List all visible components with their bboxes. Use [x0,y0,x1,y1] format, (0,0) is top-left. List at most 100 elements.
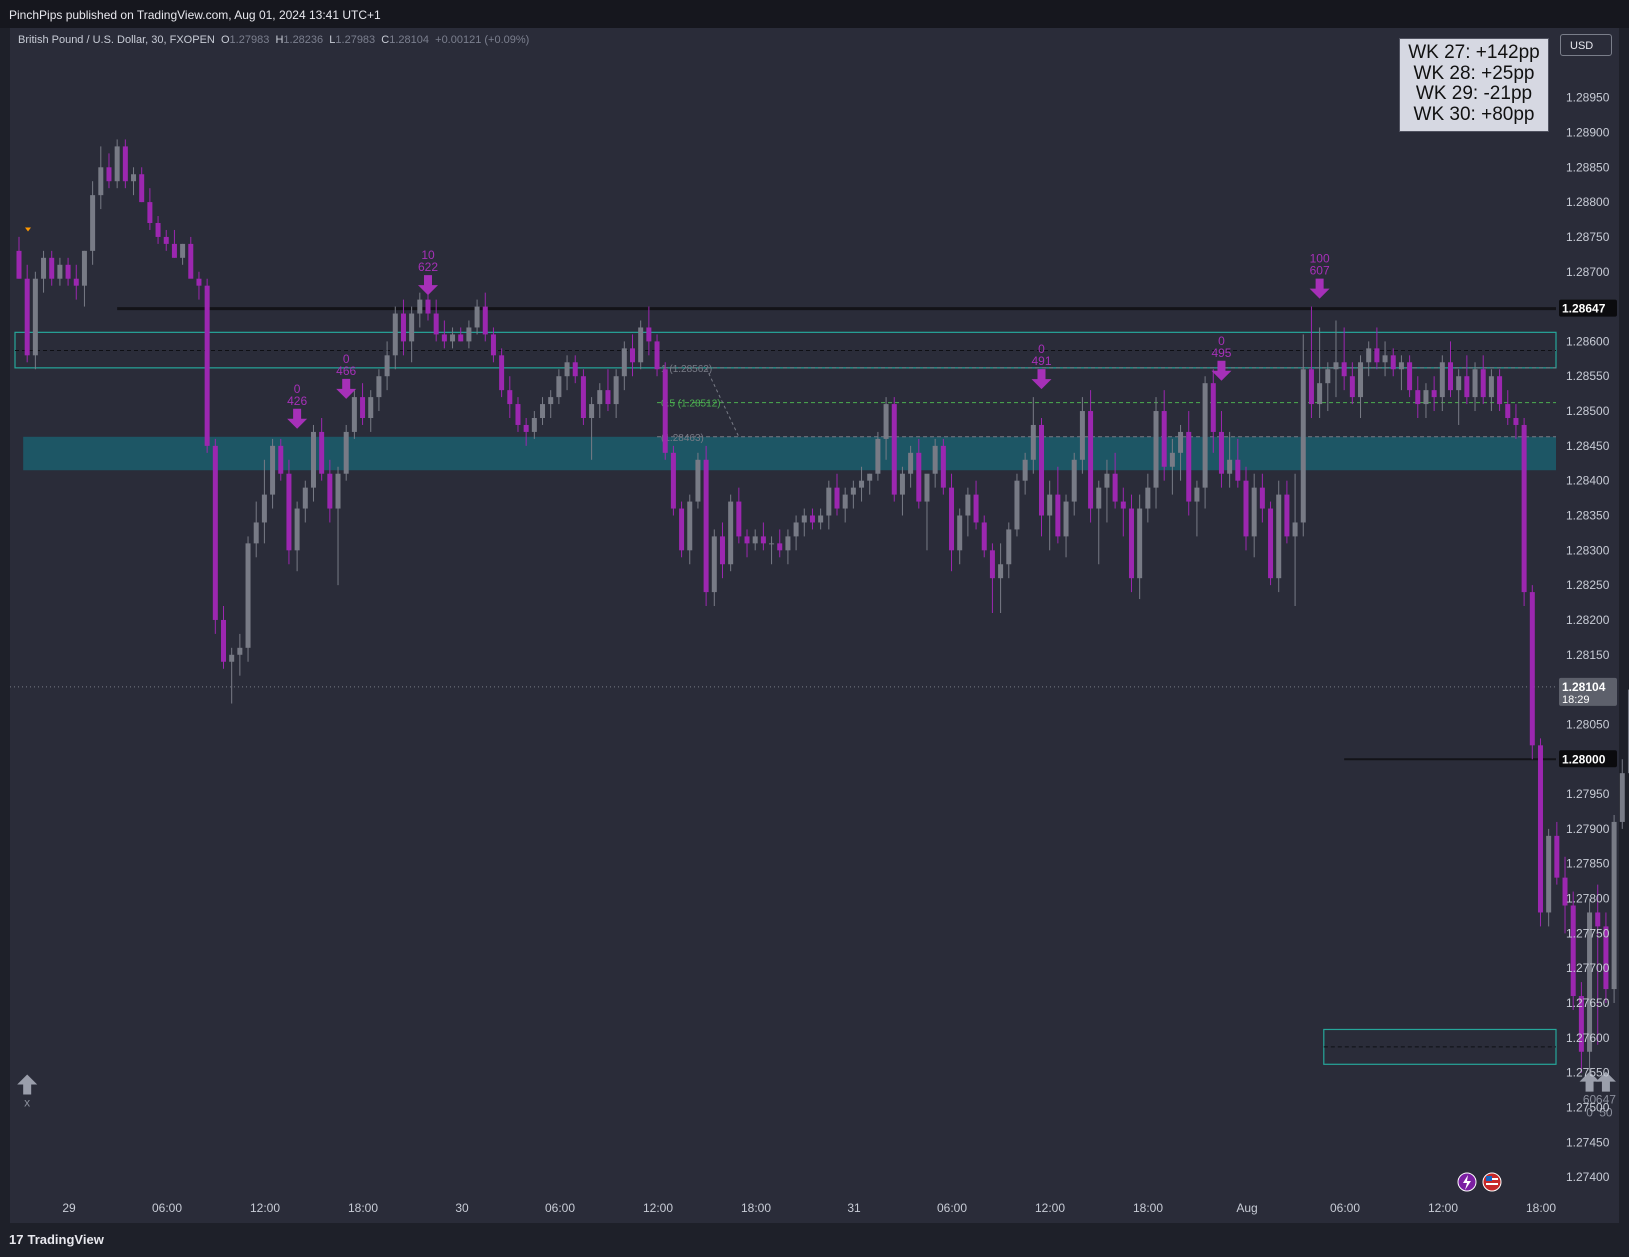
y-tick-label: 1.28200 [1566,613,1610,627]
candle-body [1128,508,1134,579]
candle-body [769,543,775,545]
candle-body [1047,494,1053,516]
candle-body [883,404,889,439]
signal-label-top: 0 [294,382,301,396]
candle-body [654,341,660,370]
buy-signal-arrow-icon [1595,1071,1616,1092]
candle-body [646,327,652,342]
chart-pane[interactable] [10,28,1619,1223]
candle-body [32,278,38,356]
candle-body [490,334,496,356]
y-tick-label: 1.27400 [1566,1170,1610,1184]
y-tick-label: 1.27700 [1566,961,1610,975]
signal-label-0: 60 [1583,1093,1597,1107]
candle-body [1104,473,1110,488]
candle-body [1472,369,1478,398]
candle-body [106,167,112,182]
tradingview-logo-icon: 17 [9,1232,24,1247]
candle-body [630,348,635,363]
candle-body [1603,926,1609,990]
sell-signal-arrow-icon [287,408,308,429]
open-value: 1.27983 [229,34,270,46]
candle-body [670,452,676,509]
candle-body [850,487,856,495]
candle-body [875,438,881,474]
candle-body [1210,383,1216,432]
candle-body [752,536,758,544]
candle-body [826,487,832,516]
signal-label-1: 50 [1599,1106,1613,1120]
close-label: C [381,34,390,46]
brand-name: TradingView [27,1232,104,1247]
candle-body [572,362,578,377]
signal-label-bottom: 426 [287,394,307,408]
candle-body [147,202,153,223]
y-tick-label: 1.28400 [1566,474,1610,488]
candle-body [49,257,55,279]
y-tick-label: 1.28600 [1566,334,1610,348]
symbol-legend: British Pound / U.S. Dollar, 30, FXOPEN … [18,34,529,46]
candle-body [1030,424,1036,460]
candle-body [458,334,464,342]
price-label-1: 1.28104 [1562,680,1606,694]
candle-body [957,515,963,551]
candle-body [98,167,104,196]
candle-body [1415,390,1421,405]
y-tick-label: 1.27450 [1566,1135,1610,1149]
candle-body [801,515,807,523]
week-28-result: WK 28: +25pp [1413,62,1535,84]
candle-body [376,376,382,398]
candle-body [531,418,537,432]
candle-body [180,243,186,258]
candle-body [809,515,815,523]
signal-label-bottom: 491 [1031,354,1051,368]
candle-body [1407,362,1413,391]
candle-body [1137,508,1143,579]
countdown-label: 18:29 [1562,694,1590,706]
candle-body [261,494,267,523]
currency-button[interactable]: USD [1560,34,1612,56]
change-value: +0.00121 (+0.09%) [435,34,530,46]
candle-body [1259,487,1265,509]
candle-body [1497,376,1503,405]
candle-body [1202,383,1208,488]
y-tick-label: 1.28700 [1566,265,1610,279]
candle-body [981,522,987,551]
candle-body [523,424,529,432]
us-flag-stripe [1486,1183,1498,1185]
price-label-0: 1.28647 [1562,302,1606,316]
candle-body [940,445,946,488]
candle-body [1578,996,1584,1052]
candle-body [1587,912,1593,1052]
candle-body [253,522,259,544]
candle-body [384,355,390,377]
candle-body [1145,487,1151,509]
tradingview-logo[interactable]: 17 TradingView [9,1232,104,1247]
candle-body [613,376,619,405]
sell-signal-arrow-icon [336,378,357,399]
candle-body [1382,355,1388,363]
candle-body [1562,877,1568,906]
candle-body [343,431,349,474]
fib-label-0: 1 (1.28562) [661,364,712,375]
signal-label-bottom: 607 [1310,264,1330,278]
y-tick-label: 1.27650 [1566,996,1610,1010]
candle-body [834,487,840,509]
x-tick-label: 12:00 [250,1201,280,1215]
candle-body [1480,369,1486,398]
x-tick-label: 18:00 [1133,1201,1163,1215]
x-tick-label: 06:00 [545,1201,575,1215]
footer-bar: 17 TradingView [0,1223,1629,1257]
y-tick-label: 1.28800 [1566,195,1610,209]
candle-body [989,550,995,579]
candle-body [1513,418,1519,425]
candle-body [1521,424,1527,593]
candle-body [965,494,971,516]
publish-bar: PinchPips published on TradingView.com, … [0,0,1629,28]
candle-body [90,195,96,251]
candle-body [65,264,71,279]
candle-body [1464,376,1470,398]
symbol-name[interactable]: British Pound / U.S. Dollar, 30, FXOPEN [18,34,215,46]
open-label: O [220,34,230,46]
